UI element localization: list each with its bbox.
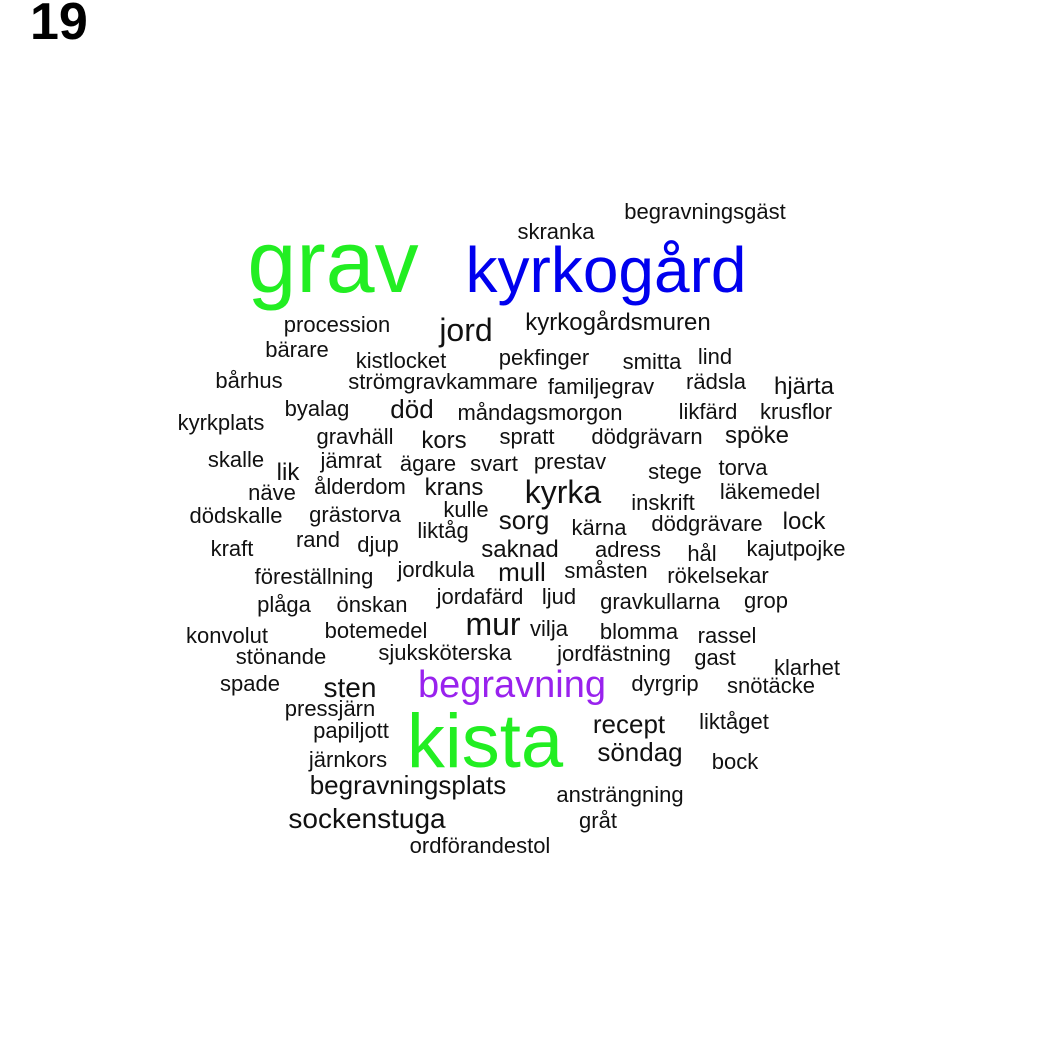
cloud-word: järnkors xyxy=(308,747,388,772)
cloud-word: procession xyxy=(283,312,391,337)
cloud-word: grav xyxy=(247,212,419,311)
cloud-word: rökelsekar xyxy=(667,563,769,588)
cloud-word: krusflor xyxy=(759,399,833,424)
cloud-word: kärna xyxy=(571,515,627,540)
cloud-word: rädsla xyxy=(686,369,746,394)
cloud-word: kulle xyxy=(443,497,489,522)
cloud-word: föreställning xyxy=(254,564,374,589)
cloud-word: begravningsgäst xyxy=(624,199,786,224)
cloud-word: pressjärn xyxy=(284,696,376,721)
cloud-word: plåga xyxy=(257,592,311,617)
cloud-word: näve xyxy=(248,480,296,505)
cloud-word: sorg xyxy=(498,505,550,535)
cloud-word: kraft xyxy=(210,536,254,561)
cloud-word: djup xyxy=(357,532,399,557)
cloud-word: ordförandestol xyxy=(409,833,551,858)
cloud-word: lind xyxy=(697,344,733,369)
cloud-word: jämrat xyxy=(320,448,382,473)
cloud-word: gråt xyxy=(579,808,617,833)
cloud-word: jord xyxy=(439,312,493,348)
cloud-word: kors xyxy=(421,427,467,454)
cloud-word: mur xyxy=(465,606,521,642)
cloud-word: ägare xyxy=(399,451,457,476)
cloud-word: begravning xyxy=(417,664,607,706)
cloud-word: sten xyxy=(323,672,377,703)
cloud-word: liktåget xyxy=(699,709,769,734)
cloud-word: snötäcke xyxy=(726,673,816,698)
cloud-word: adress xyxy=(594,537,662,562)
cloud-word: pekfinger xyxy=(498,345,590,370)
cloud-word: recept xyxy=(592,709,666,739)
cloud-word: hjärta xyxy=(773,373,835,400)
cloud-word: spade xyxy=(220,671,280,696)
cloud-word: gast xyxy=(694,645,736,670)
cloud-word: småsten xyxy=(564,558,648,583)
cloud-word: bock xyxy=(711,749,759,774)
cloud-word: kyrka xyxy=(524,474,602,510)
cloud-word: jordkula xyxy=(397,557,475,582)
cloud-word: saknad xyxy=(481,536,559,563)
cloud-word: stönande xyxy=(235,644,327,669)
cloud-word: familjegrav xyxy=(547,374,655,399)
cloud-word: svart xyxy=(470,451,518,476)
cloud-word: sockenstuga xyxy=(288,803,446,834)
cloud-word: ljud xyxy=(541,584,577,609)
cloud-word: kyrkogård xyxy=(465,234,747,306)
cloud-word: vilja xyxy=(530,616,568,641)
cloud-word: smitta xyxy=(622,349,682,374)
cloud-word: begravningsplats xyxy=(309,770,507,800)
cloud-word: torva xyxy=(718,455,768,480)
cloud-word: grästorva xyxy=(309,502,401,527)
cloud-word: botemedel xyxy=(324,618,428,643)
cloud-word: ansträngning xyxy=(556,782,684,807)
cloud-word: inskrift xyxy=(631,490,695,515)
cloud-word: ålderdom xyxy=(314,474,406,499)
cloud-word: måndagsmorgon xyxy=(457,400,623,425)
cloud-word: sjuksköterska xyxy=(378,640,512,665)
cloud-word: spöke xyxy=(724,422,790,449)
cloud-word: likfärd xyxy=(678,399,738,424)
cloud-word: krans xyxy=(424,474,484,501)
cloud-word: rassel xyxy=(697,623,757,648)
cloud-word: jordfästning xyxy=(557,641,671,666)
cloud-word: dödskalle xyxy=(189,503,283,528)
cloud-word: lock xyxy=(782,508,826,535)
cloud-word: dyrgrip xyxy=(631,671,699,696)
cloud-word: prestav xyxy=(533,449,607,474)
cloud-word: strömgravkammare xyxy=(348,369,538,394)
cloud-word: gravkullarna xyxy=(600,589,720,614)
cloud-word: lik xyxy=(276,459,300,486)
cloud-word: grop xyxy=(743,588,789,613)
cloud-word: kistlocket xyxy=(355,348,447,373)
cloud-word: kyrkogårdsmuren xyxy=(525,309,711,336)
cloud-word: söndag xyxy=(597,737,683,767)
cloud-word: spratt xyxy=(499,424,555,449)
cloud-word: kyrkplats xyxy=(177,410,265,435)
cloud-word: jordafärd xyxy=(436,584,524,609)
page-number: 19 xyxy=(30,0,88,51)
cloud-word: konvolut xyxy=(186,623,268,648)
cloud-word: hål xyxy=(687,541,717,566)
cloud-word: papiljott xyxy=(313,718,389,743)
cloud-word: klarhet xyxy=(773,655,841,680)
cloud-word: mull xyxy=(498,557,546,587)
cloud-word: skranka xyxy=(517,219,595,244)
cloud-word: gravhäll xyxy=(316,424,394,449)
cloud-word: läkemedel xyxy=(719,479,821,504)
cloud-word: liktåg xyxy=(417,518,469,543)
cloud-word: stege xyxy=(648,459,702,484)
cloud-word: rand xyxy=(295,527,341,552)
cloud-word: dödgrävare xyxy=(651,511,763,536)
cloud-word: dödgrävarn xyxy=(591,424,703,449)
cloud-word: kista xyxy=(406,699,564,784)
cloud-word: bårhus xyxy=(215,368,283,393)
cloud-word: kajutpojke xyxy=(746,536,846,561)
cloud-word: önskan xyxy=(336,592,408,617)
cloud-word: skalle xyxy=(207,447,265,472)
cloud-word: byalag xyxy=(284,396,350,421)
cloud-word: död xyxy=(390,394,434,424)
cloud-word: blomma xyxy=(599,619,679,644)
cloud-word: bärare xyxy=(265,337,329,362)
